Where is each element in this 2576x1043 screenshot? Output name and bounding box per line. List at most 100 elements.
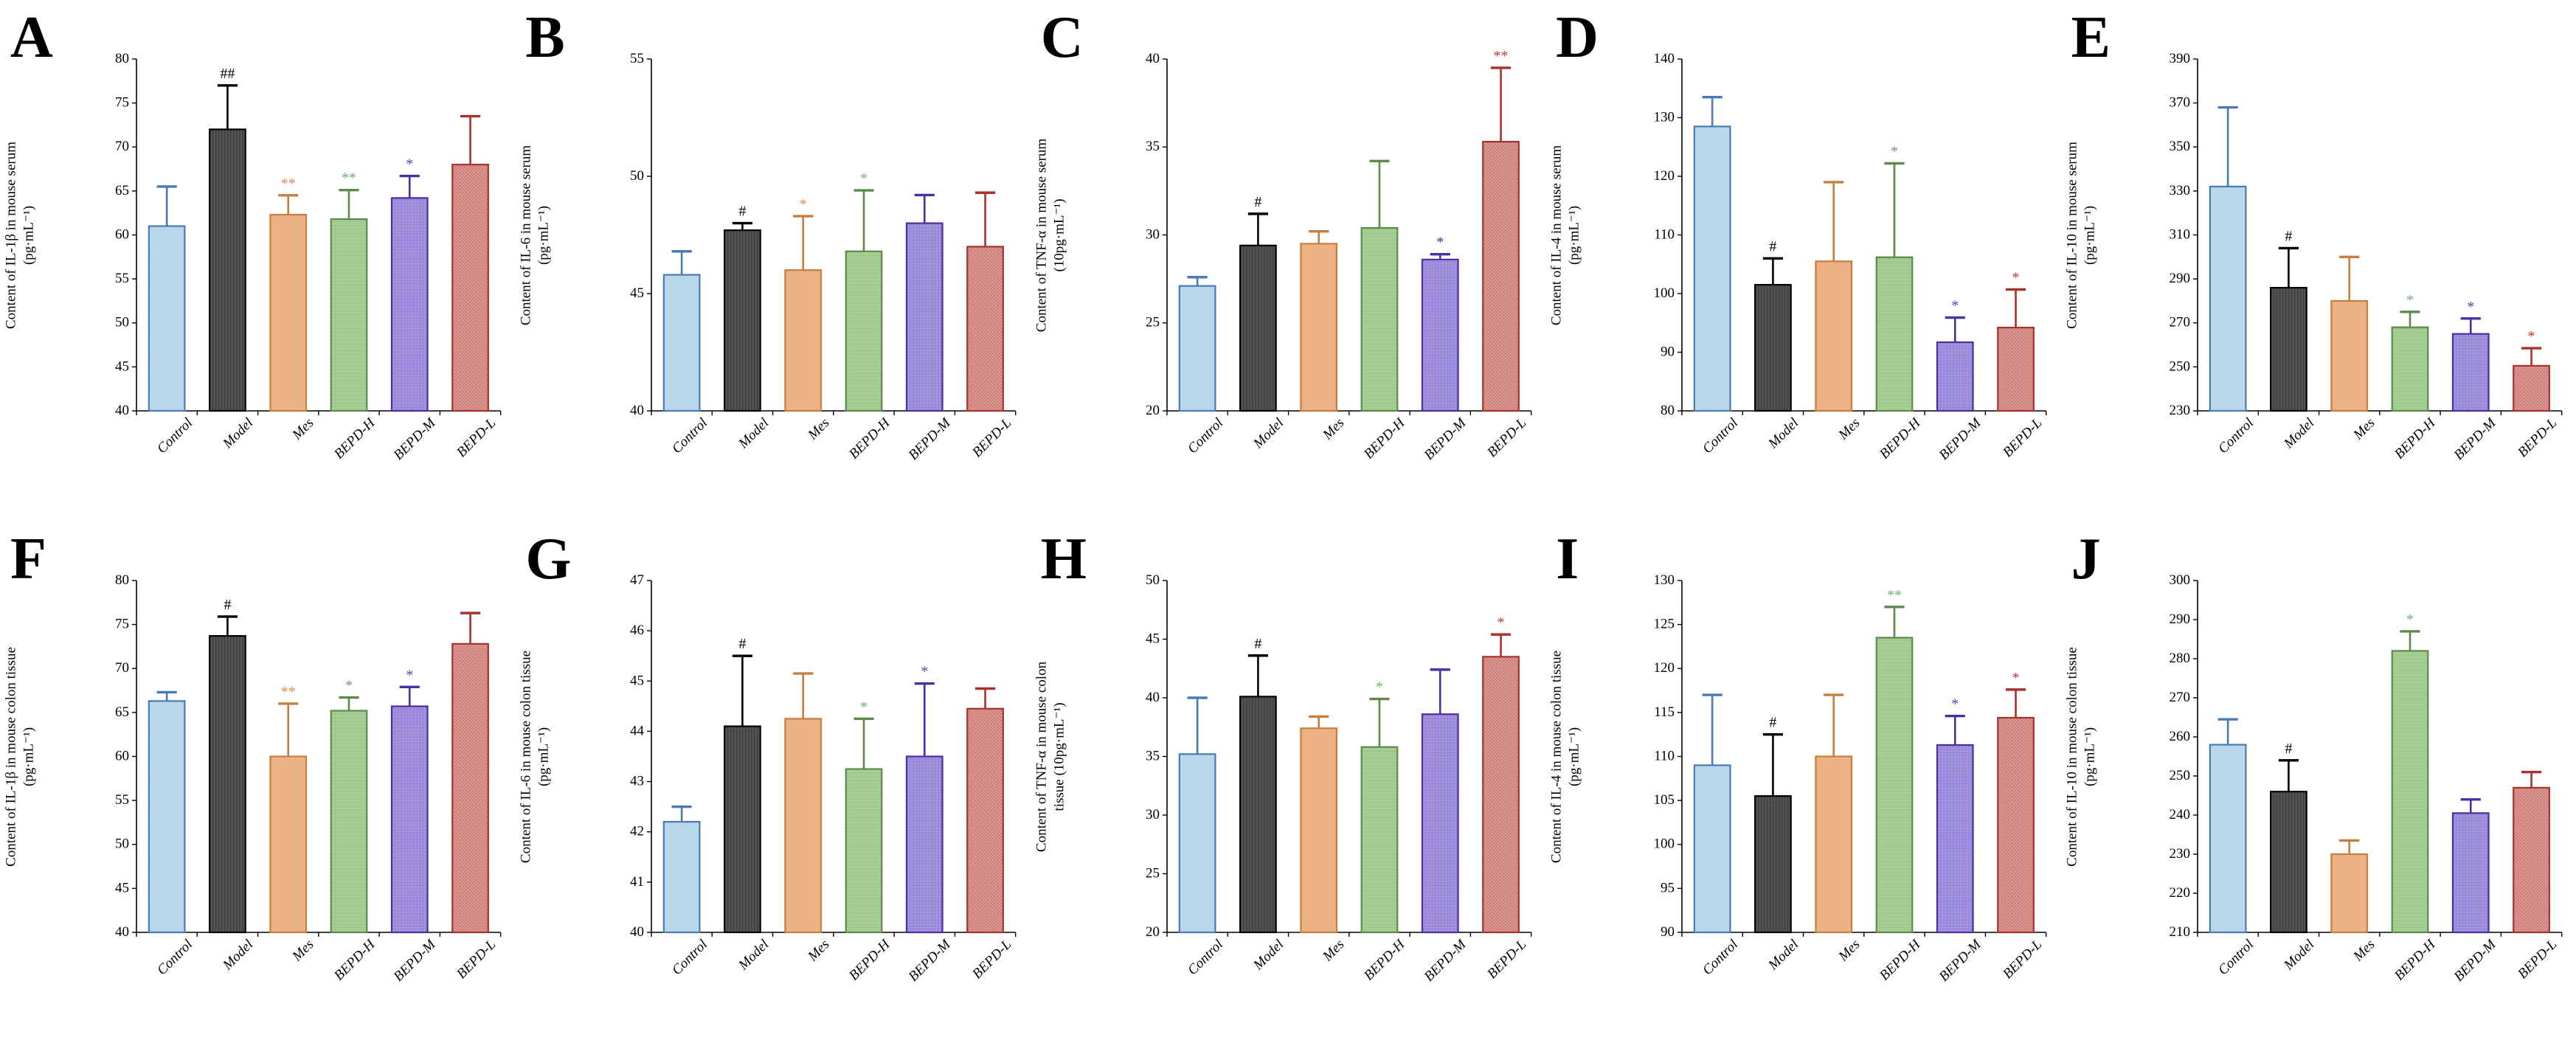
svg-text:120: 120 [1654, 168, 1675, 184]
svg-text:95: 95 [1661, 880, 1675, 895]
svg-text:*: * [1497, 614, 1504, 631]
svg-text:##: ## [220, 66, 235, 82]
svg-text:**: ** [281, 176, 296, 192]
svg-text:100: 100 [1654, 285, 1675, 301]
svg-text:250: 250 [2169, 358, 2189, 374]
svg-text:80: 80 [1661, 403, 1675, 418]
svg-text:310: 310 [2169, 227, 2189, 243]
svg-text:42: 42 [630, 824, 644, 839]
svg-text:#: # [739, 636, 747, 652]
svg-text:*: * [1951, 298, 1959, 314]
svg-text:60: 60 [115, 227, 129, 243]
svg-text:140: 140 [1654, 51, 1675, 66]
svg-text:*: * [860, 170, 868, 187]
svg-text:65: 65 [115, 183, 129, 198]
svg-text:30: 30 [1146, 807, 1160, 822]
svg-text:330: 330 [2169, 183, 2189, 198]
svg-text:*: * [2406, 611, 2414, 628]
svg-text:230: 230 [2169, 403, 2189, 418]
svg-text:50: 50 [115, 836, 129, 852]
svg-text:**: ** [1887, 587, 1902, 603]
svg-text:*: * [2406, 292, 2414, 308]
svg-text:#: # [1254, 636, 1261, 652]
svg-text:20: 20 [1146, 924, 1160, 940]
svg-text:*: * [1436, 235, 1444, 251]
svg-text:*: * [1376, 679, 1383, 696]
svg-text:105: 105 [1654, 792, 1675, 808]
svg-text:290: 290 [2169, 271, 2189, 286]
svg-text:**: ** [342, 170, 356, 187]
svg-text:#: # [1770, 715, 1777, 731]
svg-text:*: * [800, 196, 807, 212]
svg-text:250: 250 [2169, 768, 2189, 783]
svg-text:100: 100 [1654, 836, 1675, 852]
svg-text:75: 75 [115, 95, 129, 111]
svg-text:*: * [2012, 269, 2020, 285]
svg-text:47: 47 [630, 572, 644, 588]
svg-text:370: 370 [2169, 95, 2189, 111]
svg-text:40: 40 [1146, 690, 1160, 705]
svg-text:#: # [739, 204, 747, 220]
svg-text:45: 45 [630, 673, 644, 688]
svg-text:#: # [1254, 194, 1261, 210]
svg-text:130: 130 [1654, 572, 1675, 588]
svg-text:#: # [1770, 238, 1777, 254]
svg-text:40: 40 [115, 924, 129, 940]
svg-text:115: 115 [1654, 704, 1675, 720]
svg-text:43: 43 [630, 774, 644, 789]
svg-text:230: 230 [2169, 846, 2189, 862]
svg-text:130: 130 [1654, 110, 1675, 125]
svg-text:90: 90 [1661, 924, 1675, 940]
svg-text:55: 55 [115, 792, 129, 808]
svg-text:25: 25 [1146, 315, 1160, 330]
svg-text:40: 40 [1146, 51, 1160, 66]
svg-text:#: # [2285, 228, 2292, 244]
svg-text:240: 240 [2169, 807, 2189, 822]
svg-text:390: 390 [2169, 51, 2189, 66]
svg-text:*: * [921, 664, 929, 680]
svg-text:55: 55 [115, 271, 129, 286]
svg-text:#: # [2285, 741, 2292, 757]
svg-text:55: 55 [630, 51, 644, 66]
svg-text:45: 45 [115, 880, 129, 895]
svg-text:*: * [345, 678, 353, 694]
svg-text:50: 50 [630, 168, 644, 184]
svg-text:40: 40 [115, 403, 129, 418]
svg-text:44: 44 [630, 723, 644, 738]
svg-text:46: 46 [630, 623, 644, 638]
svg-text:50: 50 [1146, 572, 1160, 588]
svg-text:270: 270 [2169, 690, 2189, 705]
svg-text:*: * [2012, 670, 2020, 686]
svg-text:80: 80 [115, 51, 129, 66]
svg-text:260: 260 [2169, 729, 2189, 744]
svg-text:80: 80 [115, 572, 129, 588]
svg-text:70: 70 [115, 139, 129, 154]
svg-text:120: 120 [1654, 660, 1675, 676]
svg-text:280: 280 [2169, 651, 2189, 666]
svg-text:75: 75 [115, 617, 129, 632]
svg-text:30: 30 [1146, 227, 1160, 243]
svg-text:220: 220 [2169, 885, 2189, 901]
svg-text:35: 35 [1146, 139, 1160, 154]
svg-text:110: 110 [1654, 227, 1675, 243]
svg-text:*: * [860, 699, 868, 715]
svg-text:45: 45 [630, 285, 644, 301]
svg-text:*: * [1891, 144, 1898, 160]
svg-text:270: 270 [2169, 315, 2189, 330]
svg-text:45: 45 [115, 358, 129, 374]
svg-text:#: # [224, 597, 231, 613]
svg-text:45: 45 [1146, 631, 1160, 647]
svg-text:65: 65 [115, 704, 129, 720]
svg-text:210: 210 [2169, 924, 2189, 940]
svg-text:350: 350 [2169, 139, 2189, 154]
svg-text:40: 40 [630, 924, 644, 940]
svg-text:290: 290 [2169, 611, 2189, 627]
svg-text:110: 110 [1654, 749, 1675, 764]
svg-text:*: * [1951, 696, 1959, 713]
svg-text:125: 125 [1654, 617, 1675, 632]
svg-text:90: 90 [1661, 344, 1675, 359]
svg-text:35: 35 [1146, 749, 1160, 764]
svg-text:50: 50 [115, 315, 129, 330]
svg-text:60: 60 [115, 749, 129, 764]
svg-text:25: 25 [1146, 865, 1160, 881]
